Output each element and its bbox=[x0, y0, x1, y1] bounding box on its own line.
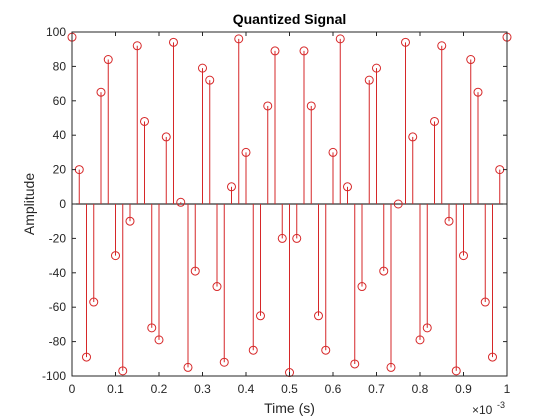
stem-marker bbox=[342, 182, 352, 192]
stem-marker bbox=[176, 197, 186, 207]
x-tick-label: 0.5 bbox=[281, 382, 298, 396]
stem-marker bbox=[335, 34, 345, 44]
chart-title: Quantized Signal bbox=[233, 11, 347, 27]
y-tick-label: -60 bbox=[49, 300, 67, 314]
x-axis-label: Time (s) bbox=[264, 400, 315, 416]
y-axis-label: Amplitude bbox=[21, 173, 37, 235]
stem-marker bbox=[270, 46, 280, 56]
stem-marker bbox=[81, 352, 91, 362]
stem-marker bbox=[393, 199, 403, 209]
x-exponent-power: -3 bbox=[497, 400, 505, 410]
stem-marker bbox=[415, 335, 425, 345]
stem-marker bbox=[451, 366, 461, 376]
x-tick-label: 0.3 bbox=[194, 382, 211, 396]
stem-marker bbox=[328, 147, 338, 157]
stem-marker bbox=[459, 251, 468, 261]
stem-marker bbox=[132, 41, 142, 51]
y-tick-label: -80 bbox=[49, 335, 67, 349]
stem-marker bbox=[357, 282, 367, 292]
stem-marker bbox=[306, 101, 316, 111]
x-tick-label: 0.2 bbox=[151, 382, 168, 396]
stem-marker bbox=[154, 335, 164, 345]
stem-marker bbox=[118, 366, 128, 376]
stem-marker bbox=[147, 323, 157, 333]
stem-marker bbox=[321, 345, 331, 355]
y-tick-label: 40 bbox=[53, 128, 67, 142]
y-tick-label: 20 bbox=[53, 163, 67, 177]
stem-marker bbox=[408, 132, 418, 142]
y-tick-label: -100 bbox=[42, 369, 66, 383]
y-tick-label: 0 bbox=[59, 197, 66, 211]
stem-marker bbox=[183, 362, 193, 372]
y-tick-label: 60 bbox=[53, 94, 67, 108]
stem-marker bbox=[437, 41, 447, 51]
y-tick-labels: 100 80 60 40 20 0 -20 -40 -60 -80 -100 bbox=[42, 25, 66, 383]
stem-marker bbox=[140, 116, 150, 126]
x-tick-label: 0.1 bbox=[107, 382, 124, 396]
stem-marker bbox=[429, 116, 439, 126]
stem-marker bbox=[205, 75, 215, 85]
stem-marker bbox=[379, 266, 389, 276]
y-tick-label: 100 bbox=[46, 25, 66, 39]
y-tick-label: -20 bbox=[49, 231, 67, 245]
stem-marker bbox=[125, 216, 135, 226]
stem-marker bbox=[227, 182, 237, 192]
stem-marker bbox=[350, 359, 360, 369]
stem-marker bbox=[241, 147, 251, 157]
stem-marker bbox=[248, 345, 258, 355]
x-tick-labels: 0 0.1 0.2 0.3 0.4 0.5 0.6 0.7 0.8 0.9 1 bbox=[69, 382, 511, 396]
stem-marker bbox=[263, 101, 273, 111]
tick-marks bbox=[71, 31, 508, 377]
stem-marker bbox=[466, 55, 476, 65]
stem-marker bbox=[444, 216, 454, 226]
stem-marker bbox=[277, 233, 287, 243]
x-exponent-base: ×10 bbox=[472, 403, 493, 417]
y-tick-label: 80 bbox=[53, 59, 67, 73]
stem-marker bbox=[386, 362, 396, 372]
stem-marker bbox=[372, 63, 381, 73]
stem-marker bbox=[234, 34, 244, 44]
stem-marker bbox=[96, 87, 106, 97]
stem-marker bbox=[292, 233, 302, 243]
stem-marker bbox=[190, 266, 200, 276]
stem-marker bbox=[168, 37, 178, 47]
stem-marker bbox=[480, 297, 490, 307]
x-tick-label: 0.9 bbox=[455, 382, 472, 396]
stem-marker bbox=[111, 251, 120, 261]
stem-marker bbox=[103, 55, 113, 65]
stem-marker bbox=[401, 37, 411, 47]
stem-marker bbox=[219, 357, 229, 367]
stem-marker bbox=[198, 63, 207, 73]
stem-marker bbox=[473, 87, 483, 97]
y-tick-label: -40 bbox=[49, 266, 67, 280]
stem-marker bbox=[285, 368, 294, 378]
stem-marker bbox=[314, 311, 324, 321]
x-axis-exponent: ×10 -3 bbox=[472, 400, 505, 417]
x-tick-label: 1 bbox=[504, 382, 511, 396]
x-tick-label: 0 bbox=[69, 382, 76, 396]
stem-marker bbox=[422, 323, 432, 333]
stem-marker bbox=[212, 282, 222, 292]
stem-marker bbox=[299, 46, 309, 56]
x-tick-label: 0.6 bbox=[325, 382, 342, 396]
stem-marker bbox=[89, 297, 99, 307]
x-tick-label: 0.4 bbox=[238, 382, 255, 396]
x-tick-label: 0.7 bbox=[368, 382, 385, 396]
stem-marker bbox=[255, 311, 265, 321]
stem-marker bbox=[488, 352, 498, 362]
stem-marker bbox=[161, 132, 171, 142]
x-tick-label: 0.8 bbox=[412, 382, 429, 396]
stem-marker bbox=[364, 75, 374, 85]
